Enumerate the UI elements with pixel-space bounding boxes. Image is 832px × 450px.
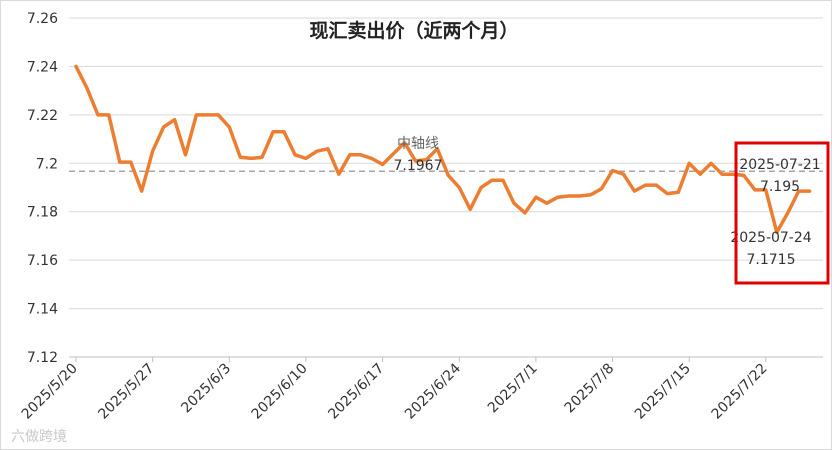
y-axis-ticks: 7.26 7.24 7.22 7.2 7.18 7.16 7.14 7.12 — [27, 11, 58, 366]
x-tick-label: 2025/6/3 — [178, 361, 234, 417]
y-tick-label: 7.12 — [27, 350, 58, 366]
y-tick-label: 7.22 — [27, 108, 58, 124]
x-tick-label: 2025/5/27 — [95, 361, 157, 423]
x-tick-label: 2025/6/24 — [402, 360, 464, 422]
y-tick-label: 7.24 — [27, 59, 58, 75]
x-tick-label: 2025/7/22 — [709, 361, 771, 423]
x-tick-label: 2025/7/15 — [632, 361, 694, 423]
y-tick-label: 7.26 — [27, 11, 58, 27]
y-tick-label: 7.16 — [27, 253, 58, 269]
y-tick-label: 7.14 — [27, 302, 58, 318]
annotation-value-2: 7.1715 — [747, 252, 796, 268]
x-tick-label: 2025/5/20 — [19, 361, 81, 423]
annotation-date-1: 2025-07-21 — [739, 157, 820, 173]
x-axis-ticks: 2025/5/20 2025/5/27 2025/6/3 2025/6/10 2025/… — [19, 357, 771, 423]
highlight-box — [734, 141, 830, 285]
y-tick-label: 7.18 — [27, 205, 58, 221]
x-tick-label: 2025/7/8 — [562, 361, 618, 417]
annotation-date-2: 2025-07-24 — [730, 230, 811, 246]
x-tick-label: 2025/6/17 — [325, 361, 387, 423]
chart-title: 现汇卖出价（近两个月） — [309, 19, 518, 42]
watermark: 六做跨境 — [11, 429, 67, 445]
annotation-value-1: 7.195 — [760, 179, 800, 195]
reference-line-value: 7.1967 — [394, 158, 443, 174]
x-tick-label: 2025/7/1 — [485, 361, 541, 417]
y-tick-label: 7.2 — [36, 156, 58, 172]
series-line — [74, 64, 812, 235]
x-tick-label: 2025/6/10 — [249, 361, 311, 423]
reference-line-label: 中轴线 — [397, 136, 439, 152]
